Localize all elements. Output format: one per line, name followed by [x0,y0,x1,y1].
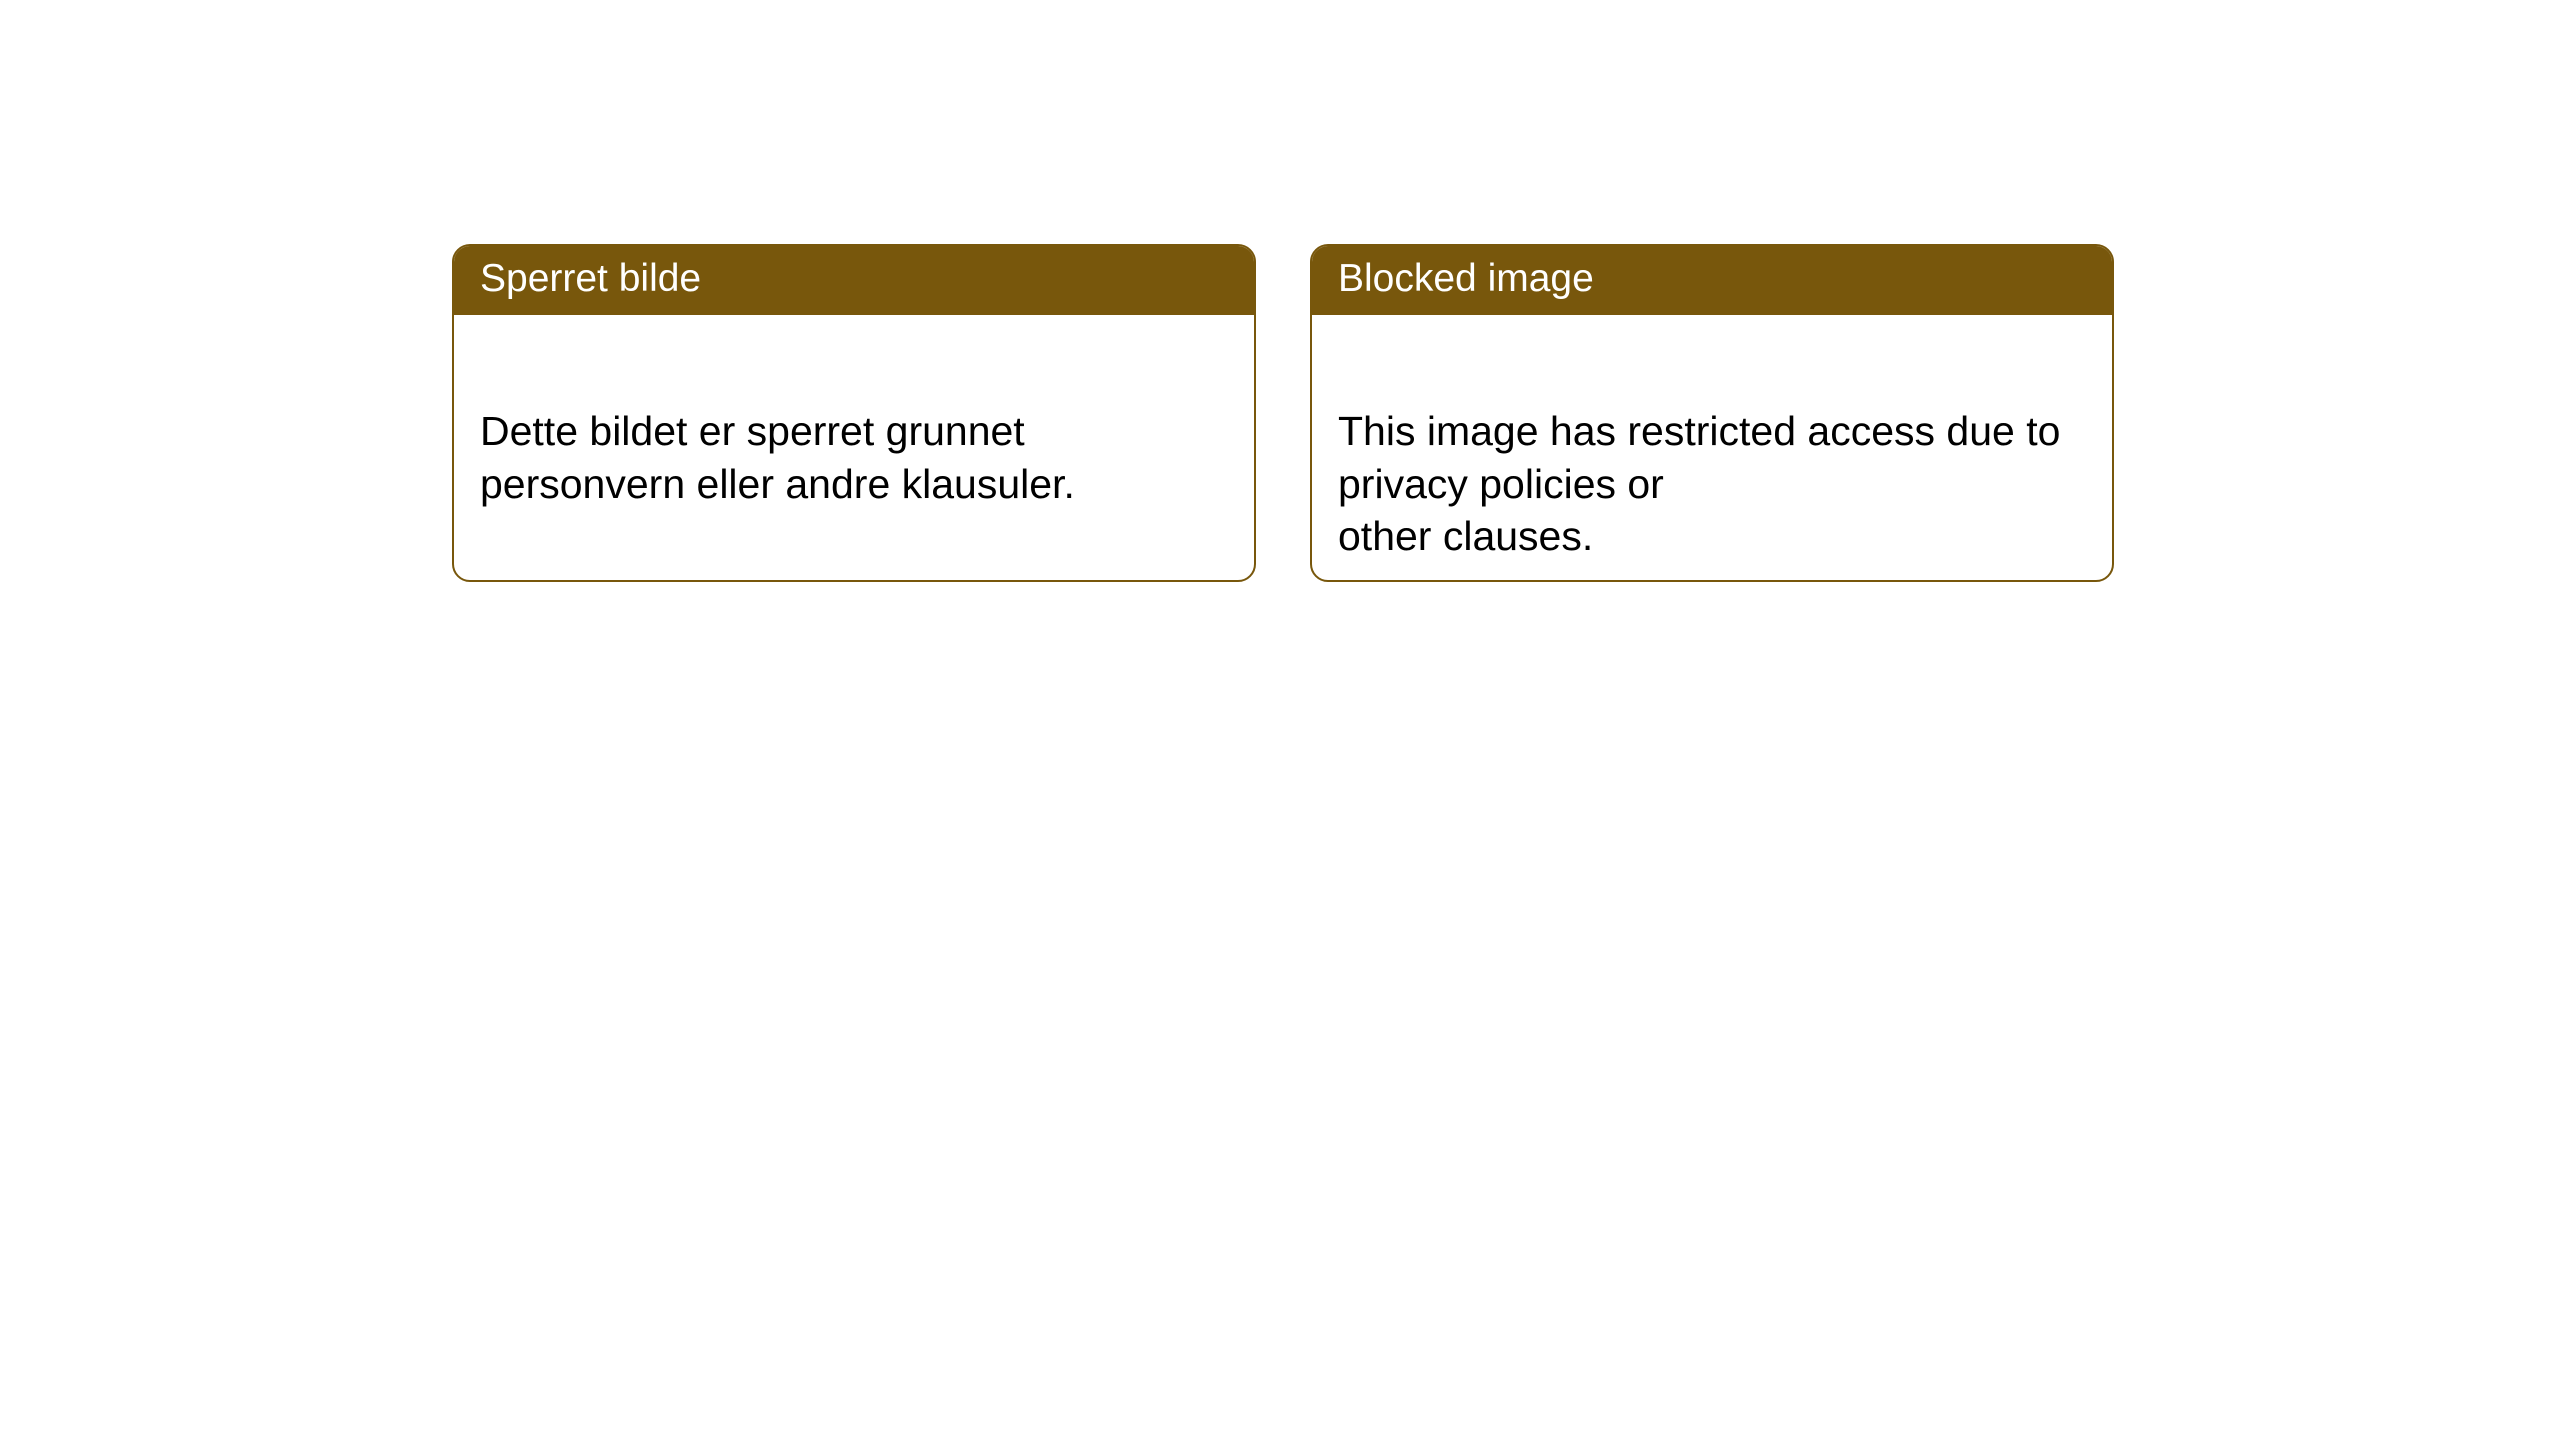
blocked-image-card-no: Sperret bilde Dette bildet er sperret gr… [452,244,1256,582]
card-title: Blocked image [1338,257,1594,300]
card-body-text: Dette bildet er sperret grunnet personve… [480,408,1075,506]
card-body: Dette bildet er sperret grunnet personve… [454,315,1254,548]
card-header: Blocked image [1312,246,2112,315]
card-body: This image has restricted access due to … [1312,315,2112,582]
card-body-text: This image has restricted access due to … [1338,408,2060,559]
card-container: Sperret bilde Dette bildet er sperret gr… [0,0,2560,582]
card-header: Sperret bilde [454,246,1254,315]
blocked-image-card-en: Blocked image This image has restricted … [1310,244,2114,582]
card-title: Sperret bilde [480,257,701,300]
